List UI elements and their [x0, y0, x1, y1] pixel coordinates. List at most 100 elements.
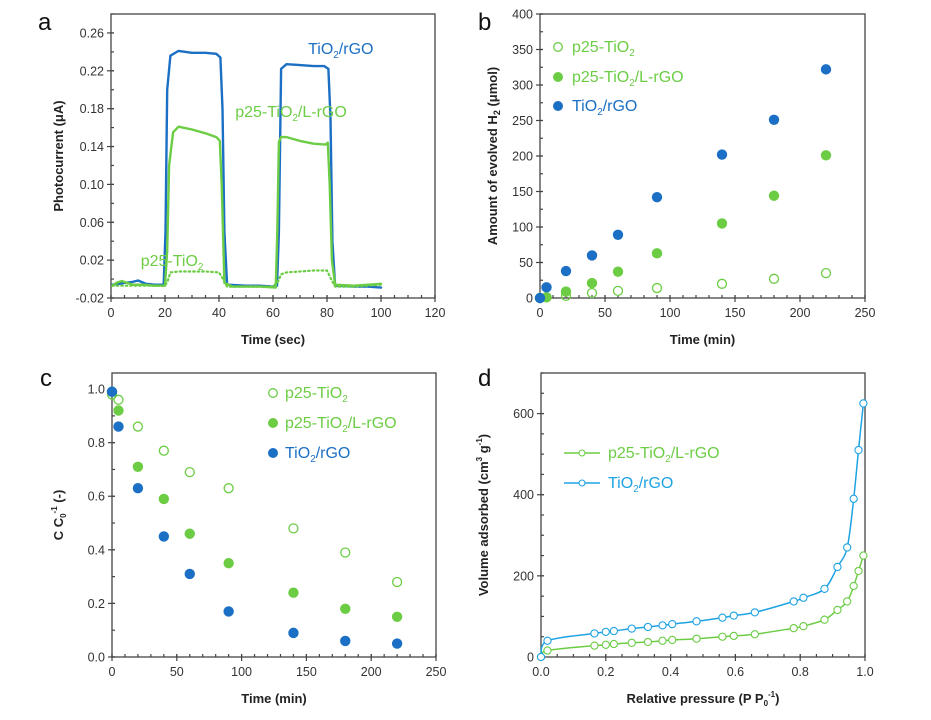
text-part: (μmol) [485, 67, 500, 110]
data-point [627, 624, 636, 633]
data-point [833, 562, 842, 572]
x-axis-title: Time (sec) [241, 332, 305, 347]
data-point [833, 605, 842, 615]
data-point [729, 611, 738, 620]
superscript: -1 [475, 438, 484, 446]
y-axis-title: Volume adsorbed (cm3 g-1) [475, 434, 491, 596]
subscript: 2 [310, 454, 316, 465]
data-point [536, 652, 546, 662]
data-point [820, 64, 832, 75]
legend-marker [553, 42, 563, 52]
data-point [288, 587, 299, 598]
data-point [789, 597, 798, 606]
data-point [590, 629, 599, 638]
legend-label: p25-TiO2 [285, 385, 348, 405]
data-point [750, 608, 759, 617]
y-tick-label: 100 [512, 221, 533, 235]
subscript: 2 [292, 113, 298, 124]
superscript: 3 [475, 456, 484, 461]
text-part: TiO [572, 98, 597, 115]
text-part: /L-rGO [671, 445, 720, 462]
data-point [612, 266, 624, 277]
data-point [859, 551, 868, 560]
y-tick-label: 150 [512, 185, 533, 199]
data-point [820, 267, 832, 279]
text-part: p25-TiO [141, 253, 198, 270]
data-point [586, 277, 598, 289]
x-tick-label: 150 [725, 306, 746, 320]
data-point [601, 627, 610, 636]
legend-marker [553, 72, 563, 82]
x-tick-label: 0 [537, 306, 544, 320]
data-point [692, 617, 701, 626]
data-point [843, 597, 852, 606]
data-point [184, 528, 195, 539]
y-tick-label: 200 [513, 569, 534, 583]
text-part: TiO [608, 475, 633, 492]
subscript: 2 [633, 484, 639, 495]
text-part: p25-TiO [285, 385, 342, 402]
data-point [651, 282, 663, 294]
text-part: p25-TiO [285, 415, 342, 432]
data-point [843, 543, 852, 552]
panel-c-chart: 0 50 100 150 200 250 0.0 0.2 0.4 0.6 0.8 1.0 c Time (… [40, 365, 446, 706]
text-part: TiO [285, 445, 310, 462]
text-part: Amount of evolved H [485, 115, 500, 245]
y-tick-label: 400 [512, 8, 533, 22]
legend-label: p25-TiO2/L-rGO [608, 445, 720, 465]
data-point [859, 399, 868, 408]
data-point [718, 632, 727, 641]
x-tick-label: 0 [109, 665, 116, 679]
data-point [560, 286, 572, 297]
y-tick-label: 200 [512, 150, 533, 164]
data-point [543, 646, 552, 655]
data-point [223, 606, 234, 617]
text-part: /L-rGO [298, 104, 347, 121]
data-point [223, 558, 234, 569]
legend-marker [268, 418, 278, 428]
x-tick-label: 250 [855, 306, 876, 320]
x-tick-label: 0 [108, 306, 115, 320]
x-tick-label: 200 [361, 665, 382, 679]
data-point [668, 619, 677, 629]
plot-frame [540, 372, 866, 658]
subscript: 0 [59, 513, 68, 518]
y-tick-label: 250 [512, 114, 533, 128]
text-part: /L-rGO [348, 415, 397, 432]
y-tick-label: 0.10 [80, 178, 104, 192]
x-tick-label: 20 [158, 306, 172, 320]
legend-label: p25-TiO2 [572, 39, 635, 59]
data-point [288, 523, 299, 534]
data-point [543, 636, 552, 645]
text-part: C C [51, 517, 66, 540]
x-tick-label: 1.0 [856, 665, 873, 679]
data-point [854, 566, 863, 576]
y-tick-label: 0.02 [80, 254, 104, 268]
data-point [768, 114, 780, 125]
x-tick-label: 0.6 [727, 665, 744, 679]
y-tick-label: 400 [513, 488, 534, 502]
data-point [750, 630, 759, 639]
data-point [799, 622, 808, 631]
text-part: p25-TiO [608, 445, 665, 462]
subscript: 2 [629, 48, 635, 59]
y-tick-label: 50 [519, 256, 533, 270]
subscript: 2 [198, 262, 204, 273]
data-point [132, 461, 144, 472]
x-tick-label: 50 [170, 665, 184, 679]
x-tick-label: 50 [598, 306, 612, 320]
data-point [768, 273, 780, 284]
legend-marker [268, 388, 278, 398]
data-point [158, 531, 170, 542]
data-point [534, 292, 546, 304]
data-point [612, 285, 624, 297]
subscript: 2 [342, 394, 348, 405]
y-tick-label: 0.06 [80, 216, 104, 230]
data-point [586, 250, 598, 261]
panel-a-chart: 0 20 40 60 80 100 120 -0.02 0.02 0.06 0.10 0.14 0.18… [38, 9, 445, 347]
text-part: p25-TiO [572, 39, 629, 56]
data-point [658, 621, 667, 630]
series-annotation: p25-TiO2 [141, 253, 204, 273]
legend-marker [268, 448, 278, 458]
